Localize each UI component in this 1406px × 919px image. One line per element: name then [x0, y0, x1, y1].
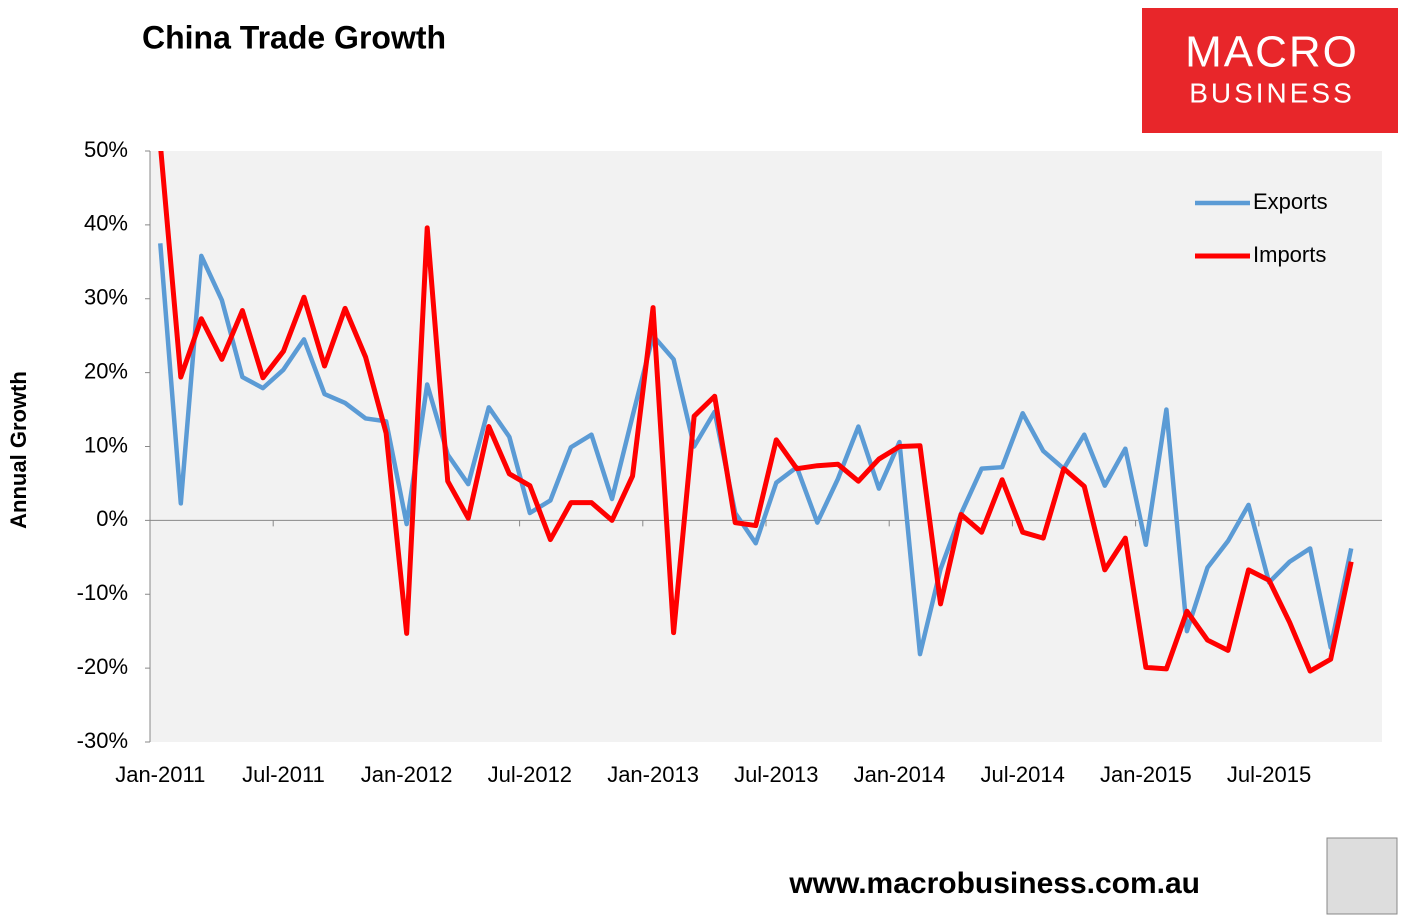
y-tick-label: 40%: [84, 211, 128, 236]
series-line: [158, 151, 1354, 674]
y-tick-label: 10%: [84, 432, 128, 457]
x-tick-label: Jan-2013: [607, 762, 699, 787]
y-tick-label: -30%: [77, 728, 128, 753]
legend-label: Exports: [1253, 189, 1328, 214]
x-tick-label: Jan-2014: [854, 762, 946, 787]
x-tick-label: Jul-2011: [242, 762, 325, 787]
y-tick-label: -10%: [77, 580, 128, 605]
logo-image: [1326, 837, 1398, 915]
x-tick-label: Jul-2014: [980, 762, 1064, 787]
series-line: [158, 243, 1354, 657]
chart-title: China Trade Growth: [142, 19, 446, 55]
logo-box: [1142, 8, 1398, 133]
x-tick-label: Jan-2012: [361, 762, 453, 787]
y-tick-label: -20%: [77, 654, 128, 679]
plot-area: [150, 151, 1382, 742]
footer-url: www.macrobusiness.com.au: [788, 867, 1200, 900]
y-tick-label: 0%: [96, 506, 128, 531]
x-tick-label: Jul-2013: [734, 762, 818, 787]
x-tick-label: Jan-2011: [115, 762, 205, 787]
x-tick-label: Jul-2015: [1227, 762, 1311, 787]
x-tick-label: Jan-2015: [1100, 762, 1192, 787]
y-tick-label: 20%: [84, 358, 128, 383]
logo-text: MACRO: [1185, 28, 1359, 77]
x-tick-label: Jul-2012: [488, 762, 572, 787]
legend-label: Imports: [1253, 242, 1326, 267]
y-tick-label: 30%: [84, 285, 128, 310]
y-axis-title: Annual Growth: [6, 371, 31, 529]
y-tick-label: 50%: [84, 137, 128, 162]
logo-text: BUSINESS: [1189, 77, 1355, 108]
